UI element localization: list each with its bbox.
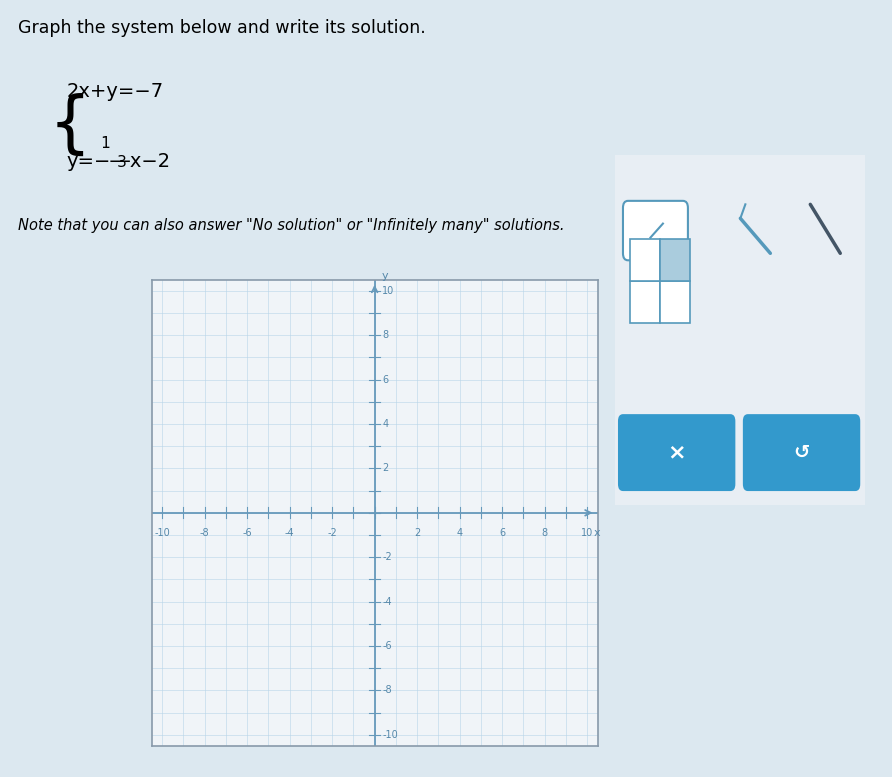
Text: {: { [49,93,92,159]
Text: 2: 2 [382,463,388,473]
Text: x: x [593,528,600,538]
Text: y: y [382,271,389,280]
Text: 10: 10 [382,286,394,296]
Text: Graph the system below and write its solution.: Graph the system below and write its sol… [18,19,425,37]
Text: ×: × [667,443,686,462]
Text: y=−―x−2: y=−―x−2 [67,152,171,170]
Text: 3: 3 [83,155,127,170]
FancyBboxPatch shape [623,200,688,260]
Text: 4: 4 [382,419,388,429]
Text: -8: -8 [200,528,210,538]
Bar [660,281,690,323]
Bar [631,281,660,323]
Text: -6: -6 [382,641,392,651]
Text: -4: -4 [382,597,392,607]
Text: 10: 10 [581,528,593,538]
Text: 8: 8 [541,528,548,538]
Text: -4: -4 [285,528,294,538]
Text: 6: 6 [382,375,388,385]
FancyBboxPatch shape [618,414,735,491]
Bar [660,239,690,281]
Text: 1: 1 [67,136,111,151]
Text: 2x+y=−7: 2x+y=−7 [67,82,164,100]
Text: 8: 8 [382,330,388,340]
Text: ↺: ↺ [793,443,810,462]
FancyBboxPatch shape [608,145,872,516]
Text: -2: -2 [382,552,392,563]
Text: Note that you can also answer "No solution" or "Infinitely many" solutions.: Note that you can also answer "No soluti… [18,218,565,232]
Text: 6: 6 [499,528,505,538]
Text: 2: 2 [414,528,420,538]
Text: -10: -10 [382,730,398,740]
Bar [631,239,660,281]
Text: -2: -2 [327,528,337,538]
FancyBboxPatch shape [743,414,860,491]
Text: -6: -6 [243,528,252,538]
Text: 4: 4 [457,528,463,538]
Text: -10: -10 [154,528,170,538]
Text: -8: -8 [382,685,392,695]
